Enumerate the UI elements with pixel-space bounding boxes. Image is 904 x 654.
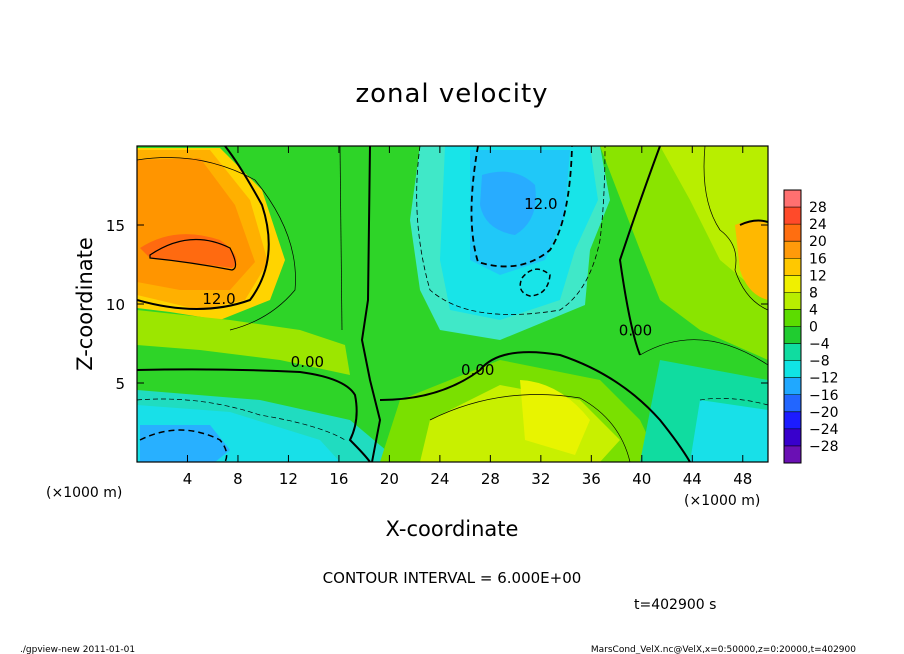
colorbar-label: 20 xyxy=(809,234,827,250)
colorbar-swatch xyxy=(784,326,801,345)
y-axis-label: Z-coordinate xyxy=(73,237,97,371)
x-tick-label: 48 xyxy=(733,470,752,488)
x-tick-label: 8 xyxy=(233,470,243,488)
colorbar-label: 16 xyxy=(809,251,827,267)
colorbar-label: 28 xyxy=(809,200,827,216)
contour-interval: CONTOUR INTERVAL = 6.000E+00 xyxy=(323,569,582,587)
contour-label: 0.00 xyxy=(619,322,652,340)
colorbar-label: −20 xyxy=(809,405,839,421)
colorbar-label: −8 xyxy=(809,354,830,370)
colorbar-swatch xyxy=(784,445,801,464)
colorbar-swatch xyxy=(784,275,801,293)
contour-label: 12.0 xyxy=(524,195,557,213)
colorbar-label: −12 xyxy=(809,371,839,387)
x-unit-left: (×1000 m) xyxy=(46,485,122,501)
contour-labels: 12.0 0.00 0.00 12.0 0.00 xyxy=(202,195,652,379)
x-tick-label: 44 xyxy=(683,470,702,488)
contour-label: 12.0 xyxy=(202,290,235,308)
colorbar-label: 8 xyxy=(809,285,818,301)
colorbar-swatch xyxy=(784,309,801,327)
colorbar-label: −4 xyxy=(809,337,830,353)
time-label: t=402900 s xyxy=(634,597,716,613)
x-tick-label: 24 xyxy=(430,470,449,488)
footer-right: MarsCond_VelX.nc@VelX,x=0:50000,z=0:2000… xyxy=(591,645,856,654)
colorbar-swatch xyxy=(784,428,801,447)
x-tick-label: 40 xyxy=(632,470,651,488)
chart-title: zonal velocity xyxy=(355,79,548,109)
colorbar-label: 12 xyxy=(809,268,827,284)
colorbar-swatch xyxy=(784,343,801,362)
x-unit-right: (×1000 m) xyxy=(684,493,760,509)
colorbar-label: −28 xyxy=(809,439,839,455)
colorbar-label: −24 xyxy=(809,422,839,438)
y-axis: 5 10 15 xyxy=(106,217,768,393)
x-tick-label: 4 xyxy=(183,470,193,488)
x-axis-label: X-coordinate xyxy=(386,517,519,541)
x-tick-label: 36 xyxy=(582,470,601,488)
colorbar-label: 0 xyxy=(809,320,818,336)
colorbar-swatch xyxy=(784,292,801,310)
contour-label: 0.00 xyxy=(461,361,494,379)
colorbar-label: 4 xyxy=(809,302,818,318)
colorbar-swatch xyxy=(784,190,801,208)
x-tick-label: 12 xyxy=(279,470,298,488)
colorbar-swatch xyxy=(784,394,801,413)
colorbar-swatch xyxy=(784,411,801,430)
x-tick-label: 20 xyxy=(380,470,399,488)
colorbar-swatch xyxy=(784,224,801,242)
colorbar-swatch xyxy=(784,377,801,396)
x-axis: 4 8 12 16 20 24 28 32 36 40 44 48 xyxy=(183,146,752,488)
y-tick-label: 5 xyxy=(115,375,125,393)
footer-left: ./gpview-new 2011-01-01 xyxy=(20,645,135,654)
colorbar-label: 24 xyxy=(809,217,827,233)
colorbar-swatch xyxy=(784,241,801,259)
colorbar-swatch xyxy=(784,258,801,276)
velocity-field xyxy=(137,146,768,462)
y-tick-label: 15 xyxy=(106,217,125,235)
y-tick-label: 10 xyxy=(106,296,125,314)
colorbar-label: −16 xyxy=(809,388,839,404)
colorbar-swatch xyxy=(784,207,801,225)
x-tick-label: 28 xyxy=(481,470,500,488)
x-tick-label: 32 xyxy=(531,470,550,488)
x-tick-label: 16 xyxy=(329,470,348,488)
contour-label: 0.00 xyxy=(291,353,324,371)
colorbar-swatch xyxy=(784,360,801,379)
